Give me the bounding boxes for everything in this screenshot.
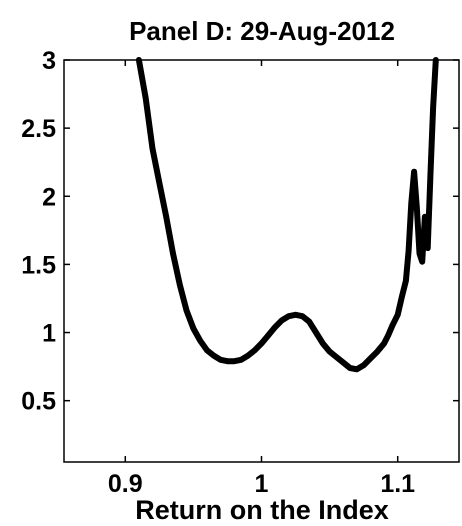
y-tick-label: 0.5 [21,388,56,416]
y-tick-label: 1.5 [21,251,56,279]
x-axis-ticks: 0.9 1 1.1 [108,60,415,498]
x-tick-label: 1 [255,470,269,498]
x-tick-label: 1.1 [380,470,415,498]
series-group [135,57,439,373]
x-tick-label: 0.9 [108,470,143,498]
series-line [135,57,439,373]
y-tick-label: 2 [42,183,56,211]
y-tick-label: 1 [42,320,56,348]
x-axis-label: Return on the Index [135,495,389,525]
y-axis-ticks: 0.5 1 1.5 2 2.5 3 [21,47,459,416]
y-tick-label: 2.5 [21,115,56,143]
y-tick-label: 3 [42,47,56,75]
chart-title: Panel D: 29-Aug-2012 [129,16,395,46]
